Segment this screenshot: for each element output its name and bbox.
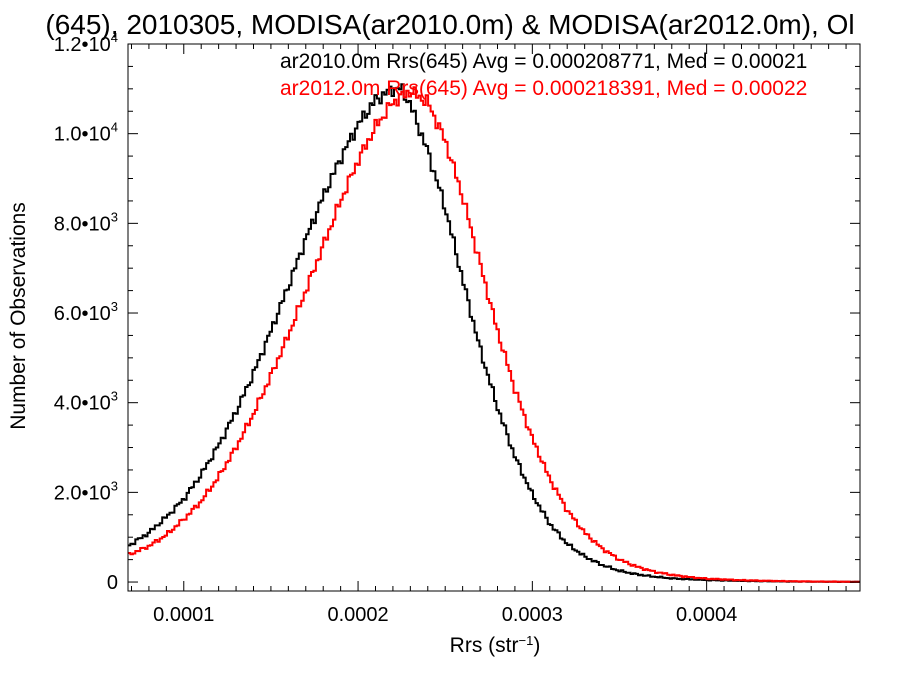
chart-title: (645), 2010305, MODISA(ar2010.0m) & MODI… <box>45 9 854 40</box>
x-tick-label: 0.0001 <box>153 604 214 626</box>
legend: ar2010.0m Rrs(645) Avg = 0.000208771, Me… <box>280 50 807 100</box>
y-tick-label-exponent: 4 <box>111 120 118 135</box>
legend-entry-ar2010: ar2010.0m Rrs(645) Avg = 0.000208771, Me… <box>280 50 807 73</box>
x-tick-label: 0.0002 <box>327 604 388 626</box>
y-tick-label: 1.0•104 <box>54 120 118 146</box>
x-tick-label: 0.0004 <box>676 604 737 626</box>
y-tick-label: 6.0•103 <box>54 299 118 325</box>
x-axis-label-main: Rrs (str <box>450 634 519 657</box>
x-tick-label: 0.0003 <box>502 604 563 626</box>
x-axis-label-exponent: −1 <box>519 633 534 648</box>
y-tick-label-base: 4.0•10 <box>54 393 111 415</box>
series-layer <box>128 83 860 583</box>
y-tick-label: 4.0•103 <box>54 389 118 415</box>
y-axis-label: Number of Observations <box>7 202 30 430</box>
y-tick-label-base: 0 <box>107 572 118 594</box>
x-axis-label: Rrs (str−1) <box>450 633 541 658</box>
y-tick-label-exponent: 3 <box>111 209 118 224</box>
y-tick-label-base: 2.0•10 <box>54 482 111 504</box>
histogram-series-0 <box>128 83 860 583</box>
y-tick-label-base: 1.2•10 <box>54 34 111 56</box>
legend-entry-ar2012: ar2012.0m Rrs(645) Avg = 0.000218391, Me… <box>280 77 807 100</box>
y-tick-label: 8.0•103 <box>54 209 118 235</box>
y-tick-label-base: 6.0•10 <box>54 303 111 325</box>
y-tick-label-exponent: 3 <box>111 389 118 404</box>
plot-frame <box>127 43 861 592</box>
y-tick-label: 0 <box>107 572 118 594</box>
y-tick-label-base: 1.0•10 <box>54 124 111 146</box>
histogram-series-1 <box>128 86 860 583</box>
y-tick-label-exponent: 3 <box>111 299 118 314</box>
x-axis-label-close: ) <box>533 634 540 657</box>
y-tick-label: 1.2•104 <box>54 30 118 56</box>
y-tick-label-exponent: 3 <box>111 478 118 493</box>
y-tick-label-base: 8.0•10 <box>54 213 111 235</box>
y-tick-label: 2.0•103 <box>54 478 118 504</box>
y-tick-label-exponent: 4 <box>111 30 118 45</box>
y-axis-ticks: 02.0•1034.0•1036.0•1038.0•1031.0•1041.2•… <box>54 30 860 594</box>
x-axis-ticks: 0.0001 0.0002 0.0003 0.0004 <box>130 44 847 626</box>
